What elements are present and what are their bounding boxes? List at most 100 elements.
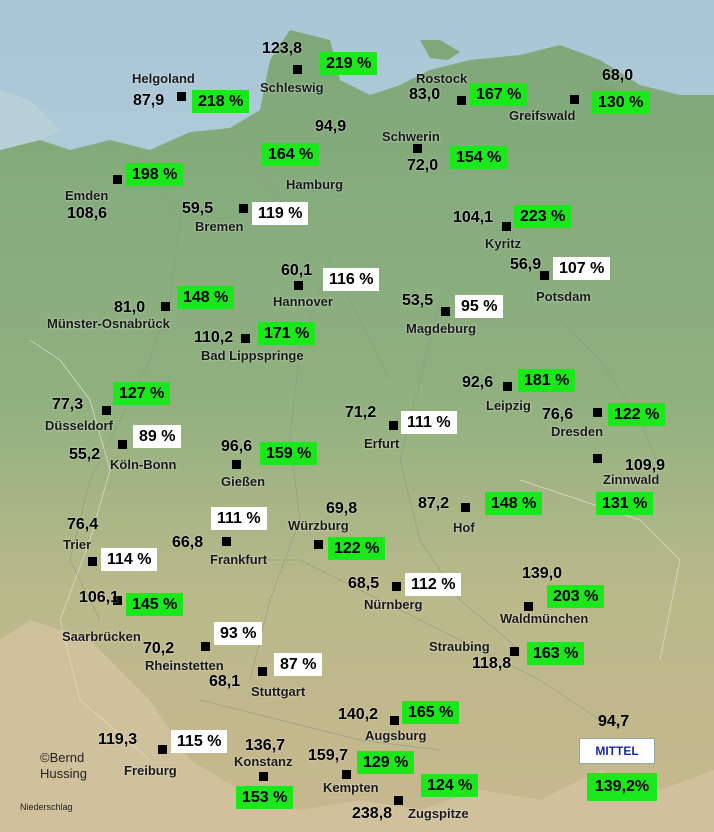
station-marker — [593, 408, 602, 417]
station-name: Potsdam — [536, 289, 591, 304]
station-marker — [294, 281, 303, 290]
station-marker — [510, 647, 519, 656]
percent-badge: 119 % — [252, 202, 309, 225]
percent-badge: 148 % — [177, 286, 235, 309]
percent-badge: 115 % — [171, 730, 228, 753]
map-caption: Niederschlag — [20, 802, 73, 812]
average-amount: 94,7 — [598, 713, 630, 730]
station-marker — [113, 175, 122, 184]
percent-badge: 95 % — [455, 295, 504, 318]
precipitation-amount: 76,6 — [542, 406, 574, 423]
station-marker — [314, 540, 323, 549]
station-name: Frankfurt — [210, 552, 268, 567]
precipitation-amount: 92,6 — [462, 374, 494, 391]
station-name: Kempten — [323, 780, 379, 795]
station-name: Straubing — [429, 639, 490, 654]
station-marker — [293, 65, 302, 74]
percent-badge: 130 % — [592, 91, 650, 114]
percent-badge: 93 % — [214, 622, 263, 645]
station-marker — [342, 770, 351, 779]
percent-badge: 153 % — [236, 786, 294, 809]
precipitation-amount: 66,8 — [172, 534, 204, 551]
percent-badge: 127 % — [113, 382, 171, 405]
precipitation-amount: 76,4 — [67, 516, 99, 533]
credit-line: ©Bernd — [40, 750, 85, 765]
station-marker — [161, 302, 170, 311]
percent-badge: 148 % — [485, 492, 543, 515]
station-name: Rheinstetten — [145, 658, 224, 673]
station-name: Kyritz — [485, 236, 522, 251]
precipitation-amount: 108,6 — [67, 205, 108, 222]
percent-badge: 122 % — [328, 537, 386, 560]
percent-badge: 167 % — [470, 83, 528, 106]
precipitation-amount: 53,5 — [402, 292, 434, 309]
percent-badge: 131 % — [596, 492, 654, 515]
station-marker — [118, 440, 127, 449]
percent-badge: 145 % — [126, 593, 184, 616]
percent-badge: 111 % — [401, 411, 457, 434]
precipitation-amount: 123,8 — [262, 40, 303, 57]
station-marker — [503, 382, 512, 391]
station-name: Hof — [453, 520, 475, 535]
precipitation-amount: 77,3 — [52, 396, 84, 413]
percent-badge: 159 % — [260, 442, 318, 465]
station-marker — [502, 222, 511, 231]
percent-badge: 203 % — [547, 585, 605, 608]
station-marker — [394, 796, 403, 805]
percent-badge: 218 % — [192, 90, 250, 113]
station-name: Zugspitze — [408, 806, 469, 821]
percent-badge: 116 % — [323, 268, 380, 291]
precipitation-amount: 106,1 — [79, 589, 120, 606]
station-marker — [389, 421, 398, 430]
station-marker — [524, 602, 533, 611]
station-name: Bremen — [195, 219, 244, 234]
station-marker — [102, 406, 111, 415]
percent-badge: 114 % — [101, 548, 158, 571]
station-name: Zinnwald — [603, 472, 660, 487]
percent-badge: 112 % — [405, 573, 462, 596]
station-marker — [113, 596, 122, 605]
station-marker — [457, 96, 466, 105]
station-name: Waldmünchen — [500, 611, 589, 626]
precipitation-amount: 87,9 — [133, 92, 165, 109]
station-name: Köln-Bonn — [110, 457, 177, 472]
station-name: Greifswald — [509, 108, 576, 123]
station-marker — [177, 92, 186, 101]
precipitation-amount: 110,2 — [194, 329, 234, 346]
station-name: Hannover — [273, 294, 333, 309]
precipitation-amount: 55,2 — [69, 446, 101, 463]
station-name: Schleswig — [260, 80, 324, 95]
precipitation-amount: 136,7 — [245, 737, 286, 754]
precipitation-amount: 69,8 — [326, 500, 358, 517]
precipitation-amount: 109,9 — [625, 457, 666, 474]
percent-badge: 163 % — [527, 642, 585, 665]
station-name: Augsburg — [365, 728, 427, 743]
station-marker — [390, 716, 399, 725]
precipitation-amount: 96,6 — [221, 438, 253, 455]
station-marker — [258, 667, 267, 676]
station-marker — [259, 772, 268, 781]
credit-line: Hussing — [40, 766, 87, 781]
station-name: Rostock — [416, 71, 468, 86]
station-name: Nürnberg — [364, 597, 423, 612]
station-marker — [222, 537, 231, 546]
precipitation-amount: 60,1 — [281, 262, 313, 279]
station-name: Konstanz — [234, 754, 293, 769]
station-marker — [241, 334, 250, 343]
percent-badge: 198 % — [126, 163, 184, 186]
station-name: Leipzig — [486, 398, 531, 413]
precipitation-amount: 140,2 — [338, 706, 379, 723]
station-marker — [239, 204, 248, 213]
average-label-badge: MITTEL — [579, 738, 655, 764]
station-marker — [88, 557, 97, 566]
percent-badge: 122 % — [608, 403, 666, 426]
precipitation-amount: 68,0 — [602, 67, 634, 84]
station-name: Helgoland — [132, 71, 195, 86]
percent-badge: 124 % — [421, 774, 479, 797]
percent-badge: 154 % — [450, 146, 508, 169]
station-marker — [540, 271, 549, 280]
percent-badge: 219 % — [320, 52, 378, 75]
precipitation-amount: 238,8 — [352, 805, 393, 822]
station-name: Schwerin — [382, 129, 440, 144]
